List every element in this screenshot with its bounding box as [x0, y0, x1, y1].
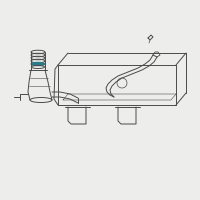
- Ellipse shape: [31, 62, 45, 66]
